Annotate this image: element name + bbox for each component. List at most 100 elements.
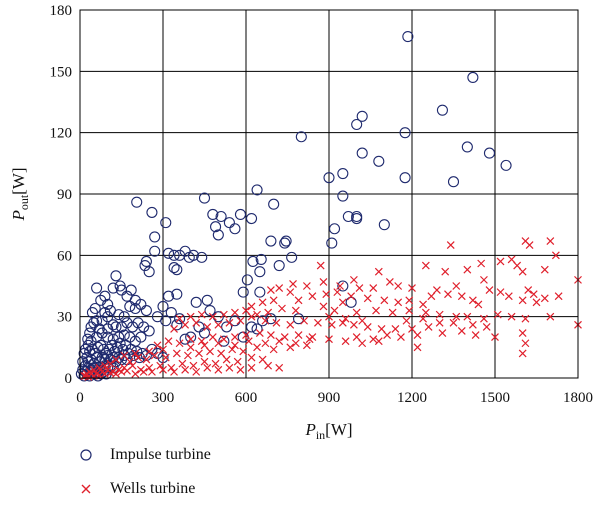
data-point-cross [131,369,140,378]
data-point-circle [162,247,175,259]
data-point-cross [286,343,295,352]
data-point-cross [145,347,154,356]
data-point-cross [131,349,140,358]
data-point-cross [175,314,184,323]
data-point-cross [164,337,173,346]
data-point-circle [143,325,155,337]
data-point-cross [231,341,239,350]
data-point-circle [356,147,368,159]
data-point-cross [219,310,228,319]
data-point-cross [308,292,317,301]
data-point-cross [159,365,167,374]
data-point-circle [483,147,496,159]
data-point-cross [352,308,361,317]
data-point-cross [480,275,488,284]
data-point-cross [253,343,261,352]
data-point-circle [280,235,292,247]
data-point-circle [254,286,266,298]
data-point-cross [170,367,178,376]
data-point-cross [449,318,458,327]
data-point-cross [231,308,239,317]
data-point-cross [358,316,367,325]
data-point-cross [278,304,286,313]
data-point-cross [338,298,347,307]
data-point-cross [222,355,231,364]
data-point-circle [132,317,144,329]
legend-item-impulse: Impulse turbine [76,438,211,472]
data-point-cross [170,325,178,333]
data-point-cross [200,357,209,366]
data-point-cross [532,298,541,307]
data-point-circle [212,229,224,241]
data-point-cross [496,288,505,297]
data-point-cross [438,329,447,337]
data-point-cross [507,255,516,264]
data-point-cross [551,251,560,260]
data-point-circle [351,212,363,225]
data-point-cross [150,351,159,360]
data-point-cross [463,312,472,321]
data-point-cross [247,363,256,372]
data-point-cross [134,353,143,362]
data-point-cross [231,333,239,342]
data-point-cross [120,351,129,360]
data-point-cross [471,331,480,339]
data-point-cross [161,353,170,362]
data-point-cross [540,294,549,303]
data-point-circle [447,176,460,188]
data-point-cross [441,267,450,276]
data-point-cross [236,316,245,325]
data-point-cross [524,286,533,295]
data-point-cross [275,363,284,372]
data-point-circle [229,223,241,235]
y-tick-label: 90 [57,187,72,203]
data-point-cross [521,314,530,323]
y-tick-label: 180 [50,3,73,19]
data-point-circle [129,302,141,315]
series-impulse [75,31,512,382]
data-point-cross [546,237,555,245]
data-point-circle [254,266,266,278]
data-point-cross [322,290,331,299]
data-point-cross [302,282,311,290]
data-point-circle [279,237,291,249]
data-point-cross [214,320,223,329]
data-point-cross [183,351,192,360]
data-point-circle [218,335,230,347]
data-point-cross [233,357,242,366]
data-point-cross [266,331,275,339]
data-point-cross [383,331,392,339]
data-point-circle [91,282,103,294]
data-point-cross [200,341,209,350]
data-point-cross [333,288,342,297]
data-point-cross [491,333,499,342]
data-point-cross [413,331,422,339]
data-point-cross [363,294,372,303]
data-point-circle [99,290,111,302]
data-point-circle [174,313,186,325]
data-point-circle [110,321,122,333]
data-point-circle [223,217,235,229]
x-axis-label: Pin[W] [304,420,352,442]
data-point-cross [405,296,414,305]
data-point-cross [228,345,237,354]
data-point-cross [413,343,422,352]
data-point-circle [342,210,354,223]
data-point-circle [149,231,161,243]
data-point-circle [131,196,143,208]
data-point-cross [289,280,297,288]
data-point-cross [100,361,109,370]
data-point-circle [251,323,263,335]
data-point-circle [215,210,227,223]
x-tick-label: 0 [76,390,84,406]
data-point-cross [253,310,261,319]
data-point-circle [140,304,152,317]
x-tick-label: 1800 [563,390,593,406]
data-point-cross [225,363,234,372]
data-point-circle [106,339,118,351]
data-point-cross [275,284,284,292]
y-tick-label: 120 [50,126,73,142]
data-point-circle [151,311,164,323]
x-tick-label: 600 [235,390,258,406]
data-point-cross [529,290,538,299]
